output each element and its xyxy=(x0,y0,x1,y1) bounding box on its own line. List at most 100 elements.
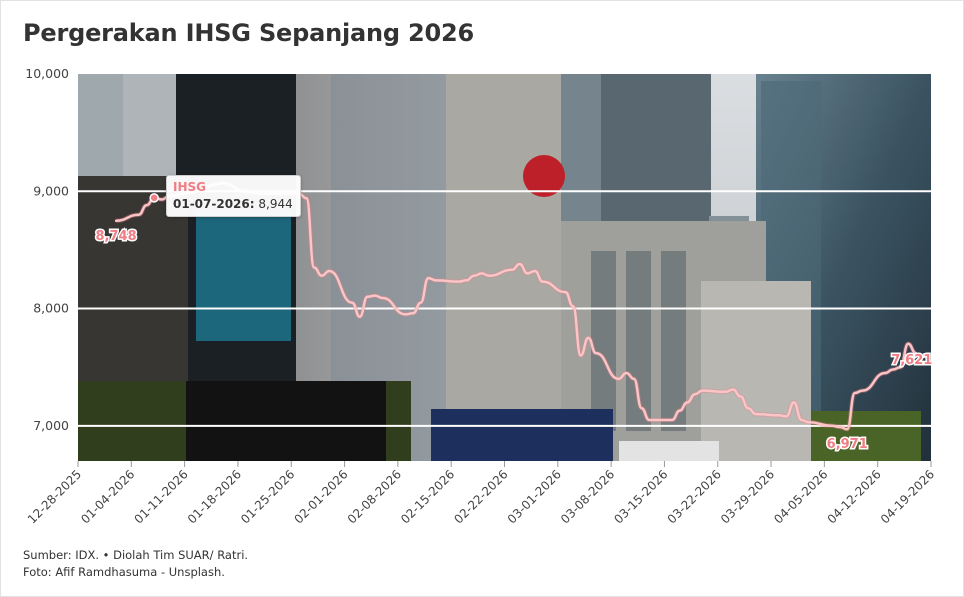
data-point xyxy=(884,371,887,374)
x-tick-label: 01-18-2026 xyxy=(185,467,244,526)
data-point xyxy=(145,204,148,207)
x-tick-label: 03-22-2026 xyxy=(665,467,724,526)
x-tick-label: 04-05-2026 xyxy=(771,467,830,526)
data-point xyxy=(808,421,811,424)
tooltip-series-name: IHSG xyxy=(173,180,206,194)
x-tick-label: 04-12-2026 xyxy=(825,467,884,526)
data-point xyxy=(320,274,323,277)
data-point xyxy=(739,395,742,398)
data-point xyxy=(587,336,590,339)
data-point xyxy=(434,279,437,282)
y-tick-label: 10,000 xyxy=(25,66,69,81)
y-axis: 7,000 8,000 9,000 10,000 xyxy=(25,66,69,433)
data-point xyxy=(701,389,704,392)
x-tick-label: 03-29-2026 xyxy=(718,467,777,526)
data-point xyxy=(571,305,574,308)
data-point xyxy=(907,342,910,345)
data-point xyxy=(328,269,331,272)
data-point xyxy=(373,294,376,297)
x-tick-label: 12-28-2025 xyxy=(25,467,84,526)
data-point xyxy=(511,268,514,271)
data-point xyxy=(792,401,795,404)
data-point xyxy=(800,418,803,421)
data-point xyxy=(351,301,354,304)
hover-layer xyxy=(149,193,159,203)
data-point xyxy=(526,272,529,275)
data-point xyxy=(533,269,536,272)
chart-footer: Sumber: IDX. • Diolah Tim SUAR/ Ratri. F… xyxy=(23,547,248,581)
data-label: 7,621 xyxy=(891,353,932,368)
data-point xyxy=(160,198,163,201)
data-point xyxy=(358,315,361,318)
data-point xyxy=(305,197,308,200)
tooltip-date: 01-07-2026: xyxy=(173,197,255,211)
x-tick-label: 02-22-2026 xyxy=(451,467,510,526)
data-point xyxy=(678,409,681,412)
ihsg-line-chart: 7,000 8,000 9,000 10,000 12-28-202501-04-20… xyxy=(25,66,937,526)
data-point xyxy=(541,280,544,283)
x-tick-label: 01-11-2026 xyxy=(132,467,191,526)
data-point xyxy=(686,401,689,404)
data-point xyxy=(579,354,582,357)
data-point xyxy=(366,295,369,298)
data-point xyxy=(381,296,384,299)
data-point xyxy=(754,412,757,415)
data-label: 8,748 xyxy=(96,229,137,244)
data-point xyxy=(488,274,491,277)
data-tooltip: IHSG 01-07-2026: 8,944 xyxy=(166,175,301,217)
data-point xyxy=(518,262,521,265)
data-point xyxy=(427,276,430,279)
data-point xyxy=(724,390,727,393)
data-point xyxy=(564,291,567,294)
data-point xyxy=(785,415,788,418)
y-tick-label: 9,000 xyxy=(33,183,69,198)
data-point xyxy=(670,418,673,421)
background-photo xyxy=(78,74,931,461)
data-label: 6,971 xyxy=(827,437,868,452)
data-point xyxy=(853,391,856,394)
x-tick-label: 04-19-2026 xyxy=(878,467,937,526)
x-tick-label: 01-25-2026 xyxy=(238,467,297,526)
data-point xyxy=(846,428,849,431)
y-tick-label: 7,000 xyxy=(33,418,69,433)
x-tick-label: 03-08-2026 xyxy=(558,467,617,526)
data-point xyxy=(617,377,620,380)
data-point xyxy=(625,371,628,374)
data-point xyxy=(747,407,750,410)
source-note: Sumber: IDX. • Diolah Tim SUAR/ Ratri. xyxy=(23,548,249,562)
x-tick-label: 03-15-2026 xyxy=(611,467,670,526)
data-point xyxy=(693,393,696,396)
data-point xyxy=(632,377,635,380)
x-tick-label: 02-15-2026 xyxy=(398,467,457,526)
photo-credit: Foto: Afif Ramdhasuma - Unsplash. xyxy=(23,565,225,579)
data-point xyxy=(830,424,833,427)
data-point xyxy=(480,272,483,275)
hover-point-marker xyxy=(149,193,159,203)
x-tick-label: 03-01-2026 xyxy=(505,467,564,526)
data-point xyxy=(114,219,117,222)
x-axis: 12-28-202501-04-202601-11-202601-18-2026… xyxy=(25,461,937,526)
y-tick-label: 8,000 xyxy=(33,301,69,316)
data-point xyxy=(891,368,894,371)
data-point xyxy=(777,414,780,417)
data-point xyxy=(731,388,734,391)
data-point xyxy=(412,312,415,315)
data-point xyxy=(137,213,140,216)
data-point xyxy=(404,313,407,316)
data-point xyxy=(861,389,864,392)
data-labels: 8,748 6,971 7,621 xyxy=(94,227,934,453)
chart-title: Pergerakan IHSG Sepanjang 2026 xyxy=(23,19,475,47)
data-point xyxy=(465,279,468,282)
x-tick-label: 02-08-2026 xyxy=(345,467,404,526)
x-tick-label: 01-04-2026 xyxy=(78,467,137,526)
data-point xyxy=(312,266,315,269)
data-point xyxy=(419,301,422,304)
data-point xyxy=(472,274,475,277)
tooltip-value: 8,944 xyxy=(258,197,293,211)
x-tick-label: 02-01-2026 xyxy=(291,467,350,526)
data-point xyxy=(640,407,643,410)
data-point xyxy=(838,425,841,428)
data-point xyxy=(457,280,460,283)
data-point xyxy=(594,352,597,355)
